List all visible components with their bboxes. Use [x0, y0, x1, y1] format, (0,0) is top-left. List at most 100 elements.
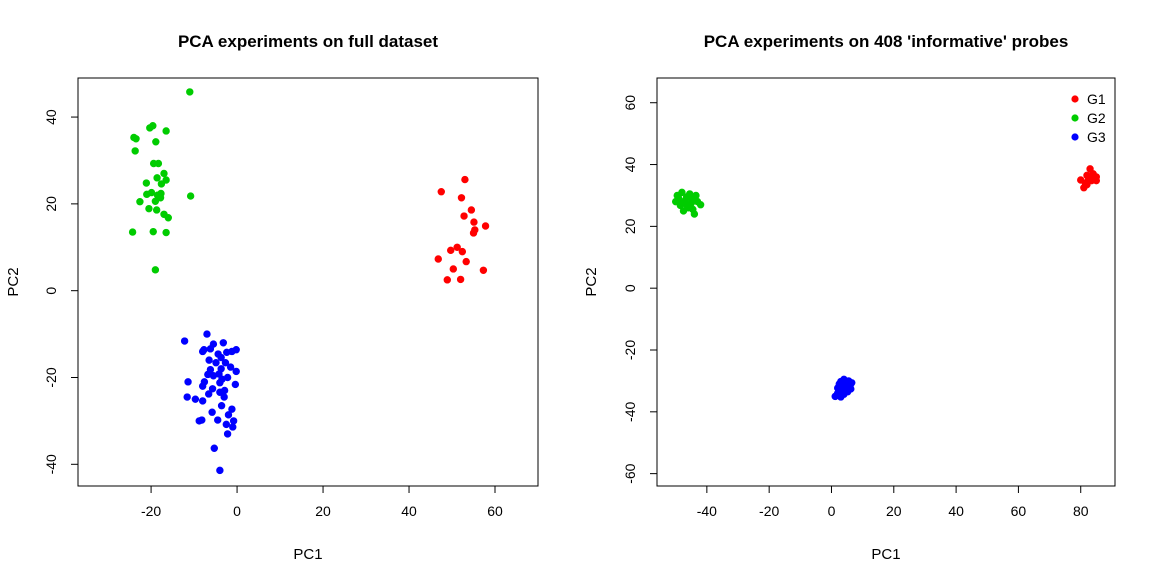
y-axis-label: PC2: [5, 267, 22, 296]
data-point: [204, 370, 212, 379]
data-point: [206, 345, 215, 353]
data-point: [203, 330, 211, 338]
data-point: [690, 210, 699, 218]
data-point: [149, 227, 157, 236]
data-point: [229, 423, 237, 431]
data-point: [1092, 176, 1101, 185]
data-point: [205, 356, 213, 364]
data-point: [462, 257, 470, 266]
x-tick-label: 0: [828, 503, 836, 519]
legend-label: G3: [1087, 129, 1106, 145]
data-point: [151, 197, 160, 205]
data-point: [673, 191, 681, 200]
series-G3: [831, 375, 856, 401]
data-point: [149, 159, 158, 168]
legend-label: G2: [1087, 110, 1106, 126]
x-tick-label: 20: [315, 503, 331, 519]
x-tick-label: 60: [1011, 503, 1027, 519]
x-axis-label: PC1: [293, 546, 322, 563]
x-tick-label: 40: [401, 503, 417, 519]
data-point: [453, 243, 461, 251]
data-point: [219, 339, 228, 347]
data-point: [156, 194, 165, 202]
data-point: [469, 229, 478, 237]
series-G1: [1077, 165, 1101, 192]
data-point: [229, 417, 238, 425]
data-point: [223, 430, 232, 438]
data-point: [146, 124, 154, 132]
data-point: [198, 382, 207, 390]
data-point: [226, 363, 235, 371]
data-point: [470, 218, 478, 226]
data-point: [180, 337, 189, 345]
data-point: [216, 378, 224, 387]
data-point: [162, 176, 170, 184]
data-point: [481, 222, 490, 230]
data-point: [184, 378, 192, 386]
data-point: [443, 276, 451, 284]
series-G2: [671, 188, 705, 218]
data-point: [186, 88, 194, 96]
data-point: [837, 393, 845, 401]
data-point: [143, 190, 151, 199]
data-point: [1086, 173, 1094, 181]
legend-label: G1: [1087, 91, 1106, 107]
y-tick-label: 60: [622, 95, 638, 111]
data-point: [221, 359, 230, 367]
data-point: [153, 174, 161, 182]
legend-marker: [1071, 95, 1079, 103]
y-tick-label: 0: [43, 287, 59, 295]
y-tick-label: -20: [43, 367, 59, 387]
data-point: [217, 353, 225, 362]
series-#00CC00: [128, 88, 195, 274]
y-tick-label: -40: [43, 454, 59, 474]
data-point: [220, 393, 228, 401]
plot-frame: [77, 77, 539, 487]
y-axis-label: PC2: [583, 267, 600, 296]
y-tick-label: -60: [622, 463, 638, 483]
y-tick-label: -20: [622, 340, 638, 360]
data-point: [216, 388, 224, 396]
data-point: [458, 247, 467, 256]
y-tick-label: 40: [43, 109, 59, 125]
data-point: [231, 380, 240, 389]
plot-frame: [656, 77, 1116, 487]
x-tick-label: 80: [1073, 503, 1089, 519]
data-point: [217, 402, 226, 410]
legend-marker: [1071, 133, 1079, 141]
data-point: [142, 179, 151, 187]
data-point: [195, 417, 203, 425]
series-#0000FF: [180, 330, 240, 475]
x-tick-label: 0: [233, 503, 241, 519]
data-point: [152, 138, 160, 146]
data-point: [214, 416, 222, 424]
data-point: [191, 395, 200, 403]
data-point: [679, 207, 688, 215]
legend: G1 G2 G3: [1071, 91, 1106, 145]
data-point: [216, 466, 224, 475]
data-point: [456, 275, 465, 284]
x-tick-label: 60: [487, 503, 503, 519]
x-tick-label: 20: [886, 503, 902, 519]
data-point: [222, 420, 231, 429]
data-point: [162, 228, 170, 237]
y-tick-label: 0: [622, 284, 638, 292]
data-point: [145, 204, 153, 213]
data-point: [232, 367, 240, 376]
data-point: [131, 147, 139, 155]
data-point: [212, 359, 220, 367]
data-point: [136, 198, 144, 206]
data-point: [228, 405, 236, 413]
data-point: [460, 212, 468, 220]
x-tick-label: -20: [141, 503, 161, 519]
chart-title: PCA experiments on full dataset: [178, 32, 438, 51]
data-point: [224, 411, 233, 419]
data-point: [457, 194, 466, 202]
data-point: [210, 444, 218, 452]
y-tick-label: 20: [622, 218, 638, 234]
data-point: [151, 266, 160, 274]
data-point: [449, 265, 458, 273]
data-point: [164, 214, 172, 222]
data-point: [678, 198, 686, 206]
data-point: [687, 194, 695, 203]
